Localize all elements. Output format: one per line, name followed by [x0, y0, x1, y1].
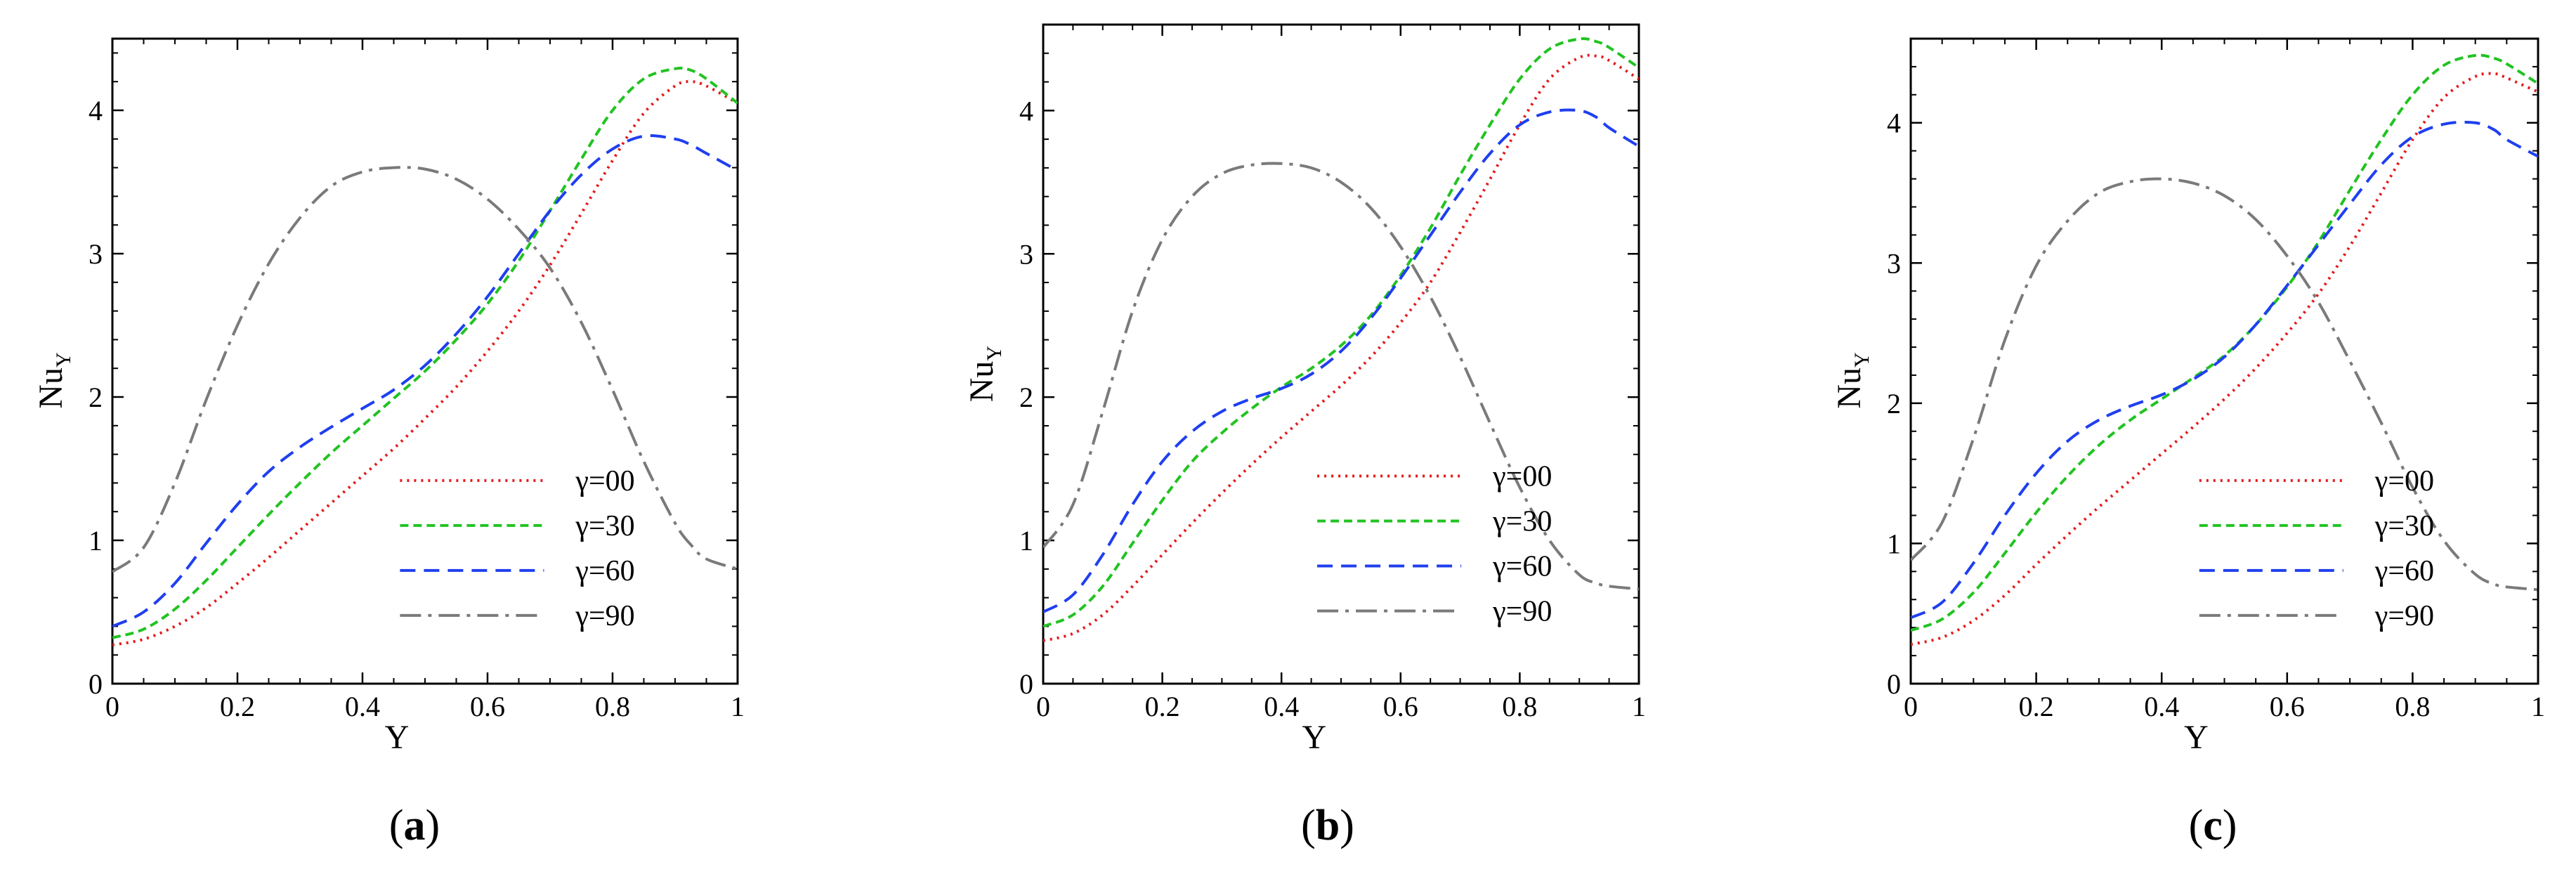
y-axis-title-main: Nu [963, 361, 1000, 403]
y-tick-label: 1 [89, 525, 103, 556]
series-group [1043, 37, 1639, 642]
y-axis-title-subscript: Y [1850, 352, 1874, 367]
x-tick-label: 1 [731, 691, 745, 722]
series-line-3 [1043, 162, 1639, 591]
legend: γ=00 γ=30 γ=60 γ=90 [400, 465, 635, 632]
legend-label: γ=30 [1492, 506, 1552, 538]
y-axis-title: NuY [1831, 352, 1874, 408]
x-tick-label: 0.2 [1145, 691, 1180, 722]
x-tick-label: 0.2 [220, 691, 255, 722]
legend-label: γ=60 [575, 555, 634, 587]
legend-label: γ=60 [1492, 551, 1552, 583]
y-tick-label: 2 [89, 382, 103, 413]
series-line-2 [1043, 108, 1639, 613]
series-line-3 [1911, 177, 2538, 592]
x-axis-title: Y [385, 719, 410, 756]
x-tick-label: 1 [2531, 691, 2545, 722]
x-axis-title: Y [2184, 719, 2209, 756]
panel-caption-letter: c [2203, 802, 2223, 849]
y-tick-label: 4 [1019, 95, 1033, 126]
panel-caption-letter: a [404, 802, 426, 849]
legend-label: γ=90 [1492, 596, 1552, 628]
series-line-1 [112, 66, 738, 639]
panel-a: 0 0.2 0.4 0.6 0.8 101234YNuYγ=00γ=30γ=60γ=90(… [32, 37, 745, 849]
x-tick-label: 0.4 [1264, 691, 1299, 722]
x-tick-label: 0 [105, 691, 119, 722]
y-tick-label: 4 [1887, 108, 1901, 139]
y-tick-label: 0 [1887, 668, 1901, 700]
y-tick-label: 2 [1019, 382, 1033, 413]
y-tick-label: 3 [1019, 238, 1033, 270]
series-line-1 [1911, 53, 2538, 632]
x-tick-label: 0.8 [1502, 691, 1537, 722]
x-tick-label: 0 [1036, 691, 1050, 722]
y-tick-label: 1 [1887, 528, 1901, 559]
legend-label: γ=00 [2374, 465, 2434, 497]
legend-label: γ=00 [1492, 461, 1552, 493]
y-tick-label: 1 [1019, 525, 1033, 556]
x-tick-label: 0.4 [345, 691, 380, 722]
series-line-0 [112, 80, 738, 646]
x-tick-label: 0.8 [595, 691, 630, 722]
series-line-2 [112, 134, 738, 628]
legend-label: γ=90 [575, 600, 634, 632]
x-tick-label: 0.6 [2270, 691, 2305, 722]
x-tick-label: 0.8 [2395, 691, 2430, 722]
y-tick-label: 0 [89, 668, 103, 700]
x-tick-label: 0.2 [2019, 691, 2054, 722]
x-tick-label: 0.4 [2144, 691, 2179, 722]
panel-c: 0 0.2 0.4 0.6 0.8 101234YNuYγ=00γ=30γ=60γ=90(… [1831, 37, 2545, 849]
x-axis-title: Y [1302, 719, 1327, 756]
y-tick-label: 0 [1019, 668, 1033, 700]
y-axis-title-main: Nu [32, 367, 70, 409]
panel-b: 0 0.2 0.4 0.6 0.8 101234YNuYγ=00γ=30γ=60γ=90(… [963, 23, 1646, 849]
series-line-3 [112, 166, 738, 573]
y-axis-title: NuY [963, 346, 1006, 402]
x-tick-label: 1 [1632, 691, 1646, 722]
legend-label: γ=30 [2374, 510, 2434, 542]
y-tick-label: 2 [1887, 388, 1901, 419]
legend-label: γ=00 [575, 465, 634, 497]
panel-caption: (a) [389, 802, 440, 849]
series-line-2 [1911, 120, 2538, 620]
panel-caption-letter: b [1316, 802, 1340, 849]
series-group [1911, 53, 2538, 646]
legend-label: γ=30 [575, 510, 634, 542]
panel-caption: (b) [1301, 802, 1354, 849]
series-group [112, 66, 738, 646]
y-axis-title: NuY [32, 352, 75, 408]
series-line-1 [1043, 37, 1639, 628]
x-tick-label: 0.6 [1383, 691, 1418, 722]
x-tick-label: 0.6 [470, 691, 505, 722]
legend-label: γ=90 [2374, 600, 2434, 632]
panel-caption: (c) [2189, 802, 2237, 849]
legend: γ=00 γ=30 γ=60 γ=90 [2199, 465, 2434, 632]
y-axis-title-subscript: Y [983, 346, 1006, 361]
y-tick-label: 3 [89, 238, 103, 270]
y-tick-label: 4 [89, 95, 103, 126]
legend: γ=00 γ=30 γ=60 γ=90 [1317, 461, 1552, 628]
x-tick-label: 0 [1904, 691, 1918, 722]
y-axis-title-main: Nu [1831, 367, 1868, 409]
y-axis-title-subscript: Y [52, 352, 75, 367]
legend-label: γ=60 [2374, 555, 2434, 587]
y-tick-label: 3 [1887, 247, 1901, 279]
